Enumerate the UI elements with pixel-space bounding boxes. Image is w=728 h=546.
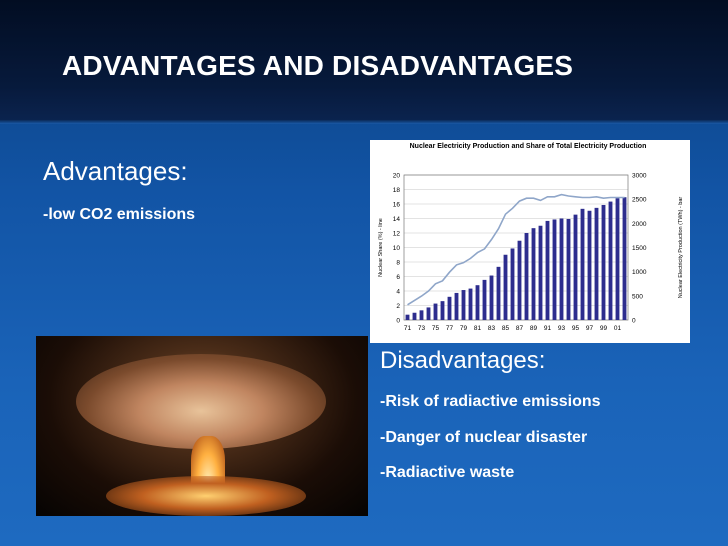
production-bar	[601, 204, 606, 320]
production-bar	[510, 248, 515, 320]
production-bar	[608, 201, 613, 320]
x-tick-label: 99	[600, 325, 608, 332]
mushroom-cloud-photo	[36, 336, 368, 516]
production-bar	[559, 218, 564, 320]
production-bar	[482, 279, 487, 320]
left-tick-label: 18	[393, 187, 401, 194]
slide-title: ADVANTAGES AND DISADVANTAGES	[62, 50, 574, 81]
disadvantage-item-waste: -Radiactive waste	[380, 464, 515, 481]
production-bar	[496, 266, 501, 320]
left-tick-label: 6	[396, 274, 400, 281]
left-axis-label: Nuclear Share (%) - line	[378, 218, 384, 277]
x-tick-label: 89	[530, 325, 538, 332]
production-bar	[545, 220, 550, 320]
x-tick-label: 79	[460, 325, 468, 332]
x-tick-label: 71	[404, 325, 412, 332]
right-axis-label: Nuclear Electricity Production (TWh) - b…	[678, 197, 684, 299]
nuclear-production-chart: Nuclear Electricity Production and Share…	[370, 140, 690, 343]
x-tick-label: 77	[446, 325, 454, 332]
production-bar	[468, 288, 473, 320]
production-bar	[587, 210, 592, 320]
production-bar	[594, 207, 599, 320]
mushroom-cloud-cap	[76, 354, 326, 449]
advantage-item: -low CO2 emissions	[43, 206, 196, 223]
production-bar	[580, 208, 585, 320]
left-tick-label: 2	[396, 303, 400, 310]
production-bar	[615, 198, 620, 320]
right-tick-label: 2000	[632, 221, 647, 228]
left-tick-label: 10	[393, 245, 401, 252]
left-tick-label: 14	[393, 216, 401, 223]
x-tick-label: 83	[488, 325, 496, 332]
chart-title: Nuclear Electricity Production and Share…	[409, 143, 647, 150]
x-tick-label: 97	[586, 325, 594, 332]
production-bar	[573, 214, 578, 320]
production-bar	[461, 290, 466, 320]
x-tick-label: 95	[572, 325, 580, 332]
right-tick-label: 2500	[632, 197, 647, 204]
right-tick-label: 0	[632, 318, 636, 325]
production-bar	[405, 314, 410, 320]
production-bar	[475, 285, 480, 320]
left-tick-label: 8	[396, 260, 400, 267]
production-bar	[440, 301, 445, 320]
x-tick-label: 93	[558, 325, 566, 332]
left-tick-label: 0	[396, 318, 400, 325]
disadvantage-item-disaster: -Danger of nuclear disaster	[380, 429, 588, 446]
production-bar	[524, 233, 529, 320]
right-tick-label: 3000	[632, 173, 647, 180]
ground-fire-glow	[106, 476, 306, 516]
disadvantages-heading: Disadvantages:	[380, 347, 546, 374]
chart-plot: 2018161412108642030002500200015001000500…	[378, 173, 684, 333]
x-tick-label: 01	[614, 325, 622, 332]
production-bar	[454, 292, 459, 320]
left-tick-label: 12	[393, 231, 401, 238]
right-tick-label: 1500	[632, 245, 647, 252]
disadvantage-item-radiation: -Risk of radiactive emissions	[380, 393, 601, 410]
x-tick-label: 91	[544, 325, 552, 332]
production-bar	[552, 219, 557, 320]
advantages-heading: Advantages:	[43, 156, 188, 186]
right-tick-label: 500	[632, 293, 643, 300]
production-bar	[489, 275, 494, 320]
production-bar	[419, 310, 424, 320]
production-bar	[566, 218, 571, 320]
share-line	[407, 193, 625, 306]
x-tick-label: 73	[418, 325, 426, 332]
production-bar	[517, 240, 522, 320]
production-bar	[622, 197, 627, 320]
plot-frame	[403, 174, 629, 321]
x-tick-label: 75	[432, 325, 440, 332]
production-bar	[503, 254, 508, 320]
left-tick-label: 4	[396, 289, 400, 296]
production-bar	[538, 225, 543, 320]
left-tick-label: 16	[393, 202, 401, 209]
right-tick-label: 1000	[632, 269, 647, 276]
x-tick-label: 81	[474, 325, 482, 332]
x-tick-label: 87	[516, 325, 524, 332]
x-tick-label: 85	[502, 325, 510, 332]
production-bar	[412, 312, 417, 320]
left-tick-label: 20	[393, 173, 401, 180]
production-bar	[433, 303, 438, 320]
production-bar	[531, 228, 536, 320]
production-bar	[426, 307, 431, 320]
production-bar	[447, 296, 452, 320]
title-bar: ADVANTAGES AND DISADVANTAGES	[0, 0, 728, 124]
